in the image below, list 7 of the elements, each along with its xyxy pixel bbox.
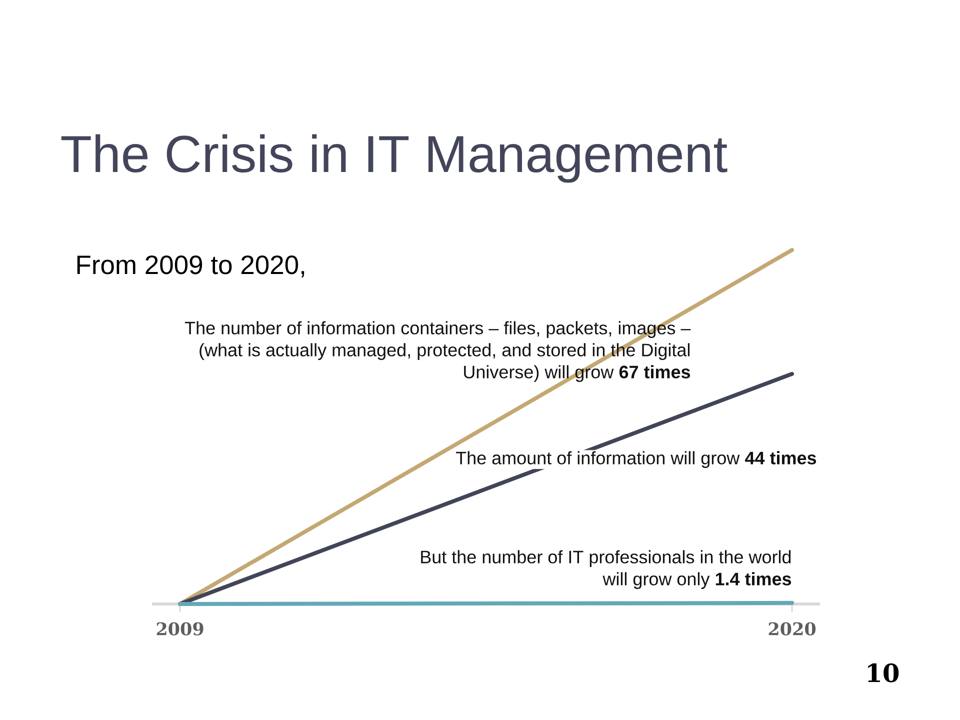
annotation: The amount of information will grow 44 times (456, 451, 816, 468)
chart-title: The Crisis in IT Management (61, 134, 728, 183)
chart-subtitle: From 2009 to 2020, (77, 255, 304, 278)
text: 10 (868, 663, 899, 682)
annotation: But the number of IT professionals in the world will grow only 1.4 times (421, 550, 792, 589)
x-tick-label: 2009 (156, 622, 204, 636)
x-tick-label: 2020 (768, 622, 816, 636)
